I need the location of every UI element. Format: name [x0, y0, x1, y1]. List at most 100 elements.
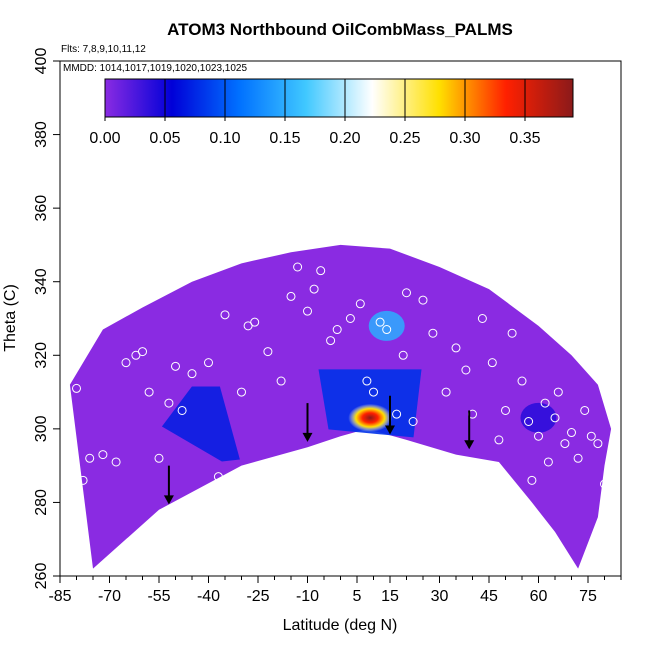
arrow-marker: [385, 395, 395, 435]
dates-annotation: MMDD: 1014,1017,1019,1020,1023,1025: [63, 63, 247, 74]
colorbar-tick-label: 0.35: [509, 130, 540, 147]
observation-point: [573, 453, 583, 463]
y-tick-label: 280: [33, 489, 50, 516]
observation-point: [154, 453, 164, 463]
y-tick-label: 340: [33, 268, 50, 295]
observation-point: [303, 306, 312, 316]
observation-point: [85, 453, 95, 463]
observation-point: [600, 479, 609, 489]
x-tick-label: -70: [98, 588, 121, 605]
y-axis-label: Theta (C): [2, 284, 19, 352]
observation-point: [187, 369, 197, 379]
colorbar-tick-label: 0.25: [389, 130, 420, 147]
observation-point: [138, 347, 147, 357]
observation-point: [477, 314, 487, 323]
observation-point: [398, 350, 408, 360]
y-tick-label: 380: [33, 121, 50, 148]
observation-point: [326, 336, 336, 346]
observation-point: [428, 328, 438, 338]
observation-point: [507, 328, 517, 338]
chart-title: ATOM3 Northbound OilCombMass_PALMS: [167, 20, 513, 39]
observation-point: [213, 472, 223, 482]
observation-point: [164, 398, 174, 408]
y-axis: 260 280 300 320 340 360 380 400: [33, 48, 60, 589]
colorbar: 0.00 0.05 0.10 0.15 0.20 0.25 0.30 0.35: [89, 78, 574, 147]
observation-point: [402, 288, 411, 298]
x-axis-label: Latitude (deg N): [283, 617, 398, 634]
observation-point: [441, 387, 451, 397]
observation-point: [524, 417, 534, 426]
observation-point: [98, 450, 108, 460]
observation-point: [586, 431, 596, 441]
observation-point: [534, 431, 543, 441]
y-tick-label: 400: [33, 48, 50, 75]
observation-point: [131, 350, 141, 360]
observation-point: [494, 435, 504, 445]
colorbar-ticks: 0.00 0.05 0.10 0.15 0.20 0.25 0.30 0.35: [89, 79, 541, 147]
colorbar-tick-label: 0.05: [149, 130, 180, 147]
y-tick-label: 320: [33, 342, 50, 369]
observation-point: [293, 262, 303, 272]
observation-point: [309, 284, 319, 294]
observation-point: [286, 291, 296, 301]
observation-point: [567, 428, 576, 438]
x-tick-label: -55: [147, 588, 170, 605]
x-tick-label: -40: [197, 588, 220, 605]
feature-peak-hotspot: [348, 403, 393, 432]
feature-tropical-blue-plume: [318, 369, 422, 438]
x-tick-label: -85: [48, 588, 71, 605]
observation-point: [144, 387, 154, 397]
field-layer: [69, 244, 612, 569]
observation-point: [243, 321, 253, 331]
arrow-marker: [302, 403, 313, 442]
colorbar-gradient: [104, 78, 574, 118]
observation-point: [560, 439, 570, 449]
x-tick-label: 45: [480, 588, 498, 605]
observation-point: [487, 358, 497, 368]
y-tick-label: 300: [33, 415, 50, 442]
observation-point: [220, 310, 230, 320]
observation-point: [527, 475, 537, 485]
observation-point: [171, 361, 180, 371]
colorbar-tick-label: 0.15: [269, 130, 300, 147]
observation-point: [177, 405, 187, 415]
observation-point: [501, 405, 510, 415]
y-tick-label: 360: [33, 195, 50, 222]
x-axis: -85 -70 -55 -40 -25 -10 5 15 30 45 60 75: [48, 576, 622, 605]
observation-point: [276, 376, 286, 386]
observation-point: [593, 439, 603, 449]
observation-point: [332, 325, 342, 335]
observation-point: [418, 295, 428, 305]
colorbar-tick-label: 0.30: [449, 130, 480, 147]
feature-southern-blue-band: [161, 386, 240, 462]
observation-point: [204, 358, 213, 368]
observation-point: [355, 299, 365, 309]
observation-point: [263, 347, 273, 357]
observation-point: [316, 266, 326, 276]
observation-point: [375, 317, 385, 327]
x-tick-label: 5: [353, 588, 362, 605]
x-tick-label: 75: [579, 588, 597, 605]
x-tick-label: -25: [246, 588, 269, 605]
observation-point: [553, 387, 563, 397]
x-tick-label: 15: [381, 588, 399, 605]
observation-point: [461, 365, 471, 375]
observation-point: [121, 358, 131, 368]
observation-point: [345, 314, 355, 323]
observation-point: [382, 325, 392, 335]
observation-point: [78, 475, 88, 485]
observation-point: [517, 376, 527, 386]
observation-point: [451, 343, 461, 353]
x-tick-label: 30: [431, 588, 449, 605]
observation-point: [369, 387, 378, 397]
observation-point: [62, 442, 72, 452]
observation-point: [250, 317, 260, 327]
colorbar-tick-label: 0.10: [209, 130, 240, 147]
observation-point: [540, 398, 550, 408]
x-tick-label: 60: [530, 588, 548, 605]
observation-points: [62, 262, 609, 489]
arrow-marker: [464, 410, 475, 450]
observation-point: [72, 383, 81, 393]
observation-point: [408, 417, 418, 426]
